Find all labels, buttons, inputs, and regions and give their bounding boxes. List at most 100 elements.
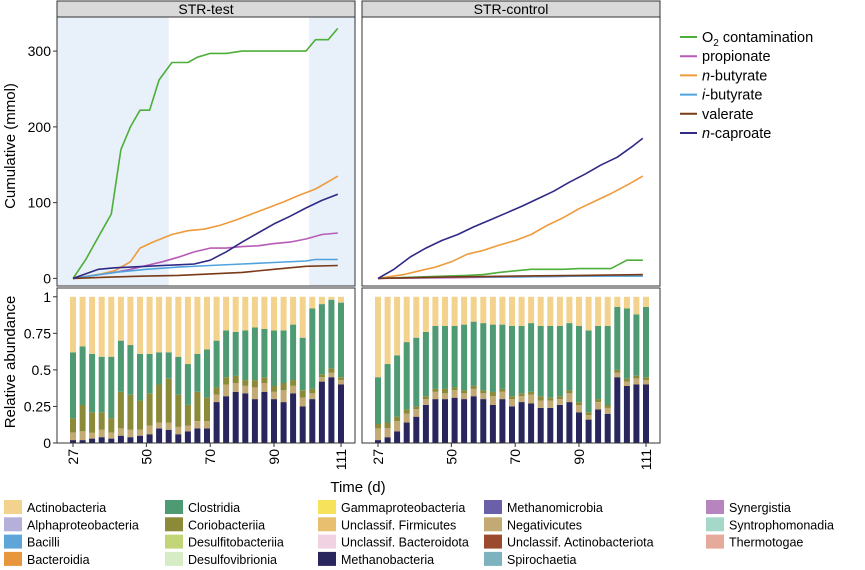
taxa-swatch-unclassif-bacteroidota xyxy=(318,534,336,549)
bar-actinobacteria-day-51 xyxy=(146,296,153,354)
bar-actinobacteria-day-36 xyxy=(98,296,105,357)
bar-actinobacteria-day-42 xyxy=(117,296,124,341)
taxa-label-negativicutes: Negativicutes xyxy=(507,518,582,532)
bar-clostridia-day-87 xyxy=(261,328,268,378)
taxa-label-coriobacteriia: Coriobacteriia xyxy=(188,518,265,532)
y-tick-label: 300 xyxy=(28,43,52,59)
bar-methanobacteria-day-66 xyxy=(499,399,506,443)
taxa-legend: Actinobacteria Alphaproteobacteria Bacilli… xyxy=(4,500,834,567)
bar-clostridia-day-84 xyxy=(556,326,563,397)
taxa-label-gammaproteobacteria: Gammaproteobacteria xyxy=(341,501,465,515)
bar-coriobacteriia-day-42 xyxy=(422,396,429,400)
taxa-swatch-unclassif-firmicutes xyxy=(318,517,336,532)
bar-methanobacteria-day-42 xyxy=(117,435,124,443)
y-axis-title-top: Cumulative (mmol) xyxy=(2,83,19,209)
series-line-valerate xyxy=(377,273,643,280)
x-tick-label: 70 xyxy=(202,449,218,465)
bar-methanobacteria-day-63 xyxy=(184,431,191,443)
shaded-interval-2 xyxy=(309,17,355,286)
bar-coriobacteriia-day-60 xyxy=(175,394,182,427)
taxa-label-spirochaetia: Spirochaetia xyxy=(507,553,577,567)
bar-negativicutes-day-60 xyxy=(480,393,487,400)
bar-coriobacteriia-day-42 xyxy=(117,391,124,429)
taxa-swatch-alphaproteobacteria xyxy=(4,517,22,532)
panel-border xyxy=(56,287,356,444)
bar-actinobacteria-day-81 xyxy=(242,296,249,331)
bar-negativicutes-day-75 xyxy=(223,384,230,397)
bar-negativicutes-day-66 xyxy=(194,421,201,429)
bar-clostridia-day-78 xyxy=(537,326,544,397)
bar-clostridia-day-27 xyxy=(375,377,381,424)
bar-methanobacteria-day-93 xyxy=(280,402,287,443)
taxa-label-clostridia: Clostridia xyxy=(188,501,240,515)
bar-clostridia-day-48 xyxy=(442,326,448,389)
bar-coriobacteriia-day-51 xyxy=(146,393,153,426)
facet-strip-test: STR-test xyxy=(56,0,356,18)
bar-methanobacteria-day-51 xyxy=(451,397,458,443)
bar-negativicutes-day-42 xyxy=(117,428,124,436)
bar-coriobacteriia-day-93 xyxy=(280,383,287,391)
bar-clostridia-day-57 xyxy=(165,352,172,379)
y-tick-label: 100 xyxy=(28,195,52,211)
bar-coriobacteriia-day-63 xyxy=(184,405,191,426)
bar-negativicutes-day-57 xyxy=(165,422,172,430)
bar-methanobacteria-day-48 xyxy=(137,435,143,443)
bar-clostridia-day-36 xyxy=(403,342,410,410)
bar-negativicutes-day-30 xyxy=(384,428,391,438)
bar-negativicutes-day-93 xyxy=(585,415,592,420)
bar-clostridia-day-39 xyxy=(108,356,115,419)
bar-coriobacteriia-day-87 xyxy=(261,377,268,383)
bar-clostridia-day-66 xyxy=(499,324,506,389)
bar-coriobacteriia-day-90 xyxy=(576,402,582,405)
bar-methanobacteria-day-81 xyxy=(547,407,554,443)
bar-methanobacteria-day-75 xyxy=(223,396,230,443)
bar-negativicutes-day-57 xyxy=(470,388,477,397)
bar-coriobacteriia-day-78 xyxy=(232,375,239,383)
bar-methanobacteria-day-105 xyxy=(318,381,325,443)
bar-methanobacteria-day-93 xyxy=(585,419,592,443)
bar-methanobacteria-day-105 xyxy=(623,386,630,443)
bar-clostridia-day-90 xyxy=(576,326,582,402)
bar-actinobacteria-day-30 xyxy=(384,296,391,365)
bar-negativicutes-day-102 xyxy=(309,393,316,400)
bar-clostridia-day-105 xyxy=(623,308,630,379)
bar-clostridia-day-90 xyxy=(271,330,277,386)
bar-clostridia-day-99 xyxy=(604,326,611,405)
bar-methanobacteria-day-30 xyxy=(384,437,391,443)
bar-actinobacteria-day-111 xyxy=(643,296,649,307)
bar-actinobacteria-day-72 xyxy=(213,296,220,341)
y-axis-bottom: 0 0.25 0.5 0.75 1 xyxy=(24,289,57,451)
bar-coriobacteriia-day-96 xyxy=(290,380,297,386)
bar-actinobacteria-day-66 xyxy=(499,296,506,325)
bar-actinobacteria-day-60 xyxy=(480,296,487,324)
taxa-label-actinobacteria: Actinobacteria xyxy=(27,501,106,515)
bar-methanobacteria-day-63 xyxy=(489,405,496,443)
bar-clostridia-day-99 xyxy=(299,337,306,391)
bar-clostridia-day-45 xyxy=(432,326,439,389)
taxa-swatch-methanobacteria xyxy=(318,551,336,566)
taxa-label-methanomicrobia: Methanomicrobia xyxy=(507,501,603,515)
bar-methanobacteria-day-39 xyxy=(108,438,115,443)
taxa-label-bacteroidia: Bacteroidia xyxy=(27,553,90,567)
bar-actinobacteria-day-93 xyxy=(280,296,287,331)
bar-clostridia-day-72 xyxy=(518,326,525,394)
bar-methanobacteria-day-36 xyxy=(98,437,105,443)
y-tick-label: 0.25 xyxy=(24,398,51,414)
bar-coriobacteriia-day-72 xyxy=(213,387,220,395)
facet-strip-control: STR-control xyxy=(361,0,661,18)
bar-actinobacteria-day-96 xyxy=(595,296,602,326)
x-tick-label: 111 xyxy=(333,449,349,470)
bar-actinobacteria-day-105 xyxy=(318,296,325,305)
bar-actinobacteria-day-93 xyxy=(585,296,592,331)
bar-negativicutes-day-45 xyxy=(432,391,439,400)
bar-coriobacteriia-day-99 xyxy=(604,405,611,408)
taxa-swatch-synergistia xyxy=(706,500,724,514)
series-line-valerate xyxy=(72,264,338,280)
bar-actinobacteria-day-99 xyxy=(299,296,306,338)
bar-clostridia-day-111 xyxy=(643,307,649,378)
taxa-swatch-gammaproteobacteria xyxy=(318,500,336,514)
plot-background xyxy=(362,17,660,286)
bar-negativicutes-day-96 xyxy=(595,402,602,410)
bar-coriobacteriia-day-81 xyxy=(242,380,249,386)
bar-coriobacteriia-day-81 xyxy=(547,397,554,401)
